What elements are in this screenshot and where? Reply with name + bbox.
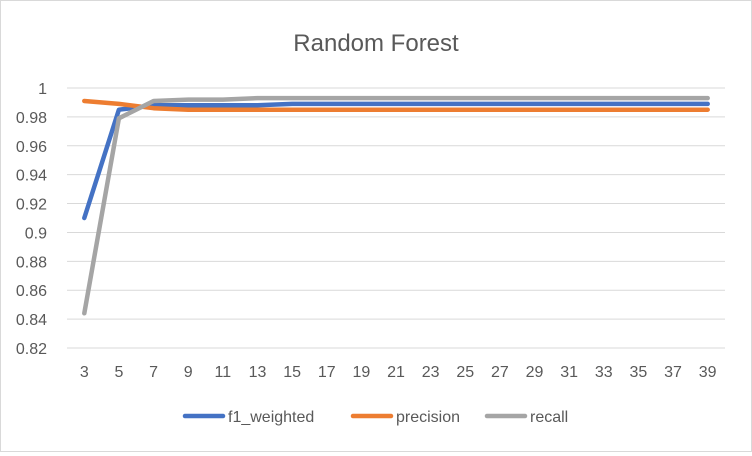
y-axis-tick-labels: 0.82 0.84 0.86 0.88 0.9 0.92 0.94 0.96 0.98 1 [16,81,47,358]
legend-label-recall: recall [530,409,568,426]
x-tick-label: 37 [664,364,682,381]
x-tick-label: 35 [630,364,648,381]
series-line-precision [82,98,710,112]
legend-label-precision: precision [396,409,460,426]
y-tick-label: 0.82 [16,341,47,358]
y-tick-label: 0.86 [16,283,47,300]
x-tick-label: 31 [560,364,578,381]
series-lines [82,95,710,316]
x-tick-label: 7 [149,364,158,381]
y-tick-label: 0.9 [25,225,47,242]
series-line-recall [82,95,710,316]
y-tick-label: 0.84 [16,312,47,329]
legend-label-f1_weighted: f1_weighted [228,409,314,426]
y-tick-label: 0.96 [16,139,47,156]
x-tick-label: 25 [456,364,474,381]
legend: f1_weighted precision recall [182,409,568,426]
y-tick-label: 0.98 [16,110,47,127]
series-line-f1_weighted [82,101,710,221]
x-tick-label: 5 [114,364,123,381]
x-tick-label: 39 [699,364,717,381]
x-tick-label: 29 [526,364,544,381]
x-tick-label: 13 [249,364,267,381]
gridlines [67,87,725,349]
y-tick-label: 0.94 [16,168,47,185]
x-tick-label: 11 [215,364,232,381]
x-tick-label: 9 [184,364,193,381]
y-tick-label: 1 [38,81,47,98]
x-tick-label: 15 [283,364,301,381]
y-tick-label: 0.88 [16,254,47,271]
y-tick-label: 0.92 [16,197,47,214]
x-tick-label: 17 [318,364,336,381]
x-tick-label: 23 [422,364,440,381]
x-tick-label: 3 [80,364,89,381]
x-tick-label: 33 [595,364,613,381]
x-tick-label: 19 [352,364,370,381]
x-tick-label: 21 [387,364,405,381]
x-axis-tick-labels: 3 5 7 9 11 13 15 17 19 21 23 25 27 29 31 33 35 37 39 [80,364,717,381]
chart-title: Random Forest [293,30,459,57]
x-tick-label: 27 [491,364,509,381]
